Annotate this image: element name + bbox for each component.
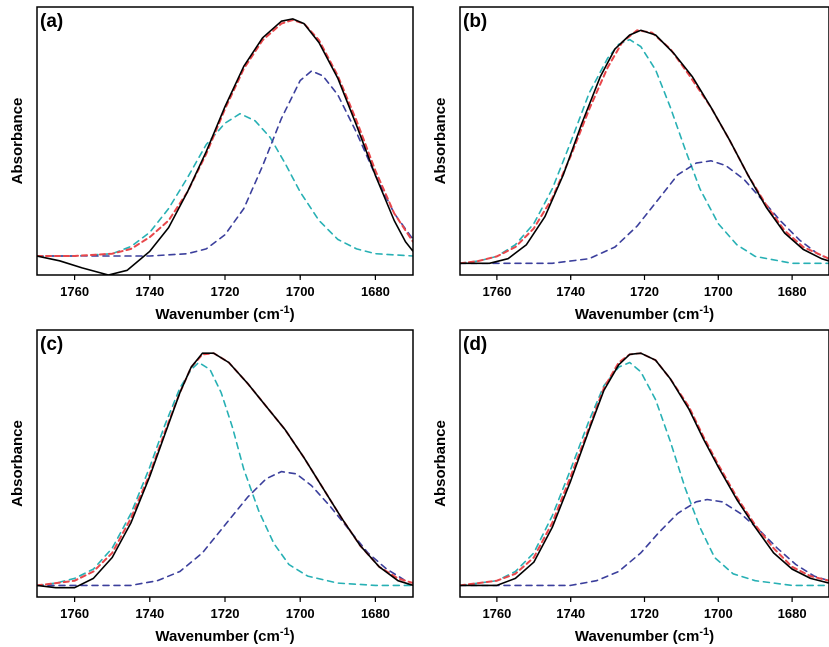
series-group (37, 18, 413, 275)
x-tick-label: 1720 (630, 284, 659, 299)
x-tick-label: 1700 (704, 284, 733, 299)
x-axis-label-close: ) (709, 306, 714, 323)
x-axis-label: Wavenumber (cm-1) (155, 304, 294, 323)
x-axis-label: Wavenumber (cm-1) (575, 626, 714, 645)
x-axis-label-main: Wavenumber (cm (155, 306, 279, 323)
plot-frame (36, 6, 414, 276)
x-axis-label-close: ) (709, 628, 714, 645)
series-group (460, 29, 829, 265)
x-axis-label-superscript: -1 (280, 626, 290, 638)
series-line-fit (37, 19, 413, 257)
panel-label: (c) (40, 334, 63, 355)
x-tick-label: 1740 (556, 284, 585, 299)
panel-label: (b) (463, 11, 487, 32)
x-tick-label: 1680 (361, 284, 390, 299)
x-tick-label: 1680 (778, 606, 807, 621)
series-line-component-navy (37, 70, 413, 257)
series-line-fit (460, 352, 829, 587)
series-line-component-teal (37, 361, 413, 587)
y-axis-label: Absorbance (432, 420, 449, 507)
series-group (37, 352, 413, 589)
series-line-component-navy (37, 470, 413, 587)
x-axis-label-superscript: -1 (699, 626, 709, 638)
x-tick-label: 1740 (135, 606, 164, 621)
y-axis-label: Absorbance (9, 98, 26, 185)
x-tick-label: 1720 (211, 284, 240, 299)
series-line-measured (37, 352, 413, 589)
series-line-component-teal (460, 38, 829, 265)
panel-label: (a) (40, 11, 63, 32)
x-axis-label-close: ) (290, 628, 295, 645)
x-axis-label-main: Wavenumber (cm (575, 628, 699, 645)
x-tick-label: 1760 (482, 284, 511, 299)
plot-frame (459, 329, 829, 598)
series-line-component-navy (460, 160, 829, 265)
series-line-component-teal (37, 112, 413, 257)
series-line-measured (460, 352, 829, 587)
panel-c: 1760 1740 1720 1700 1680 (c) Absorbance Wavenum… (9, 329, 414, 645)
x-axis-label-main: Wavenumber (cm (575, 306, 699, 323)
x-axis-label-superscript: -1 (280, 304, 290, 316)
x-tick-label: 1720 (630, 606, 659, 621)
plot-frame (459, 6, 829, 276)
panel-b: 1760 1740 1720 1700 1680 (b) Absorbance Wavenum… (432, 6, 829, 323)
x-tick-label: 1760 (482, 606, 511, 621)
x-tick-label: 1700 (286, 284, 315, 299)
series-line-fit (37, 352, 413, 587)
x-axis-label: Wavenumber (cm-1) (575, 304, 714, 323)
y-axis-label: Absorbance (9, 420, 26, 507)
x-tick-label: 1760 (60, 606, 89, 621)
series-line-component-teal (460, 361, 829, 587)
series-line-measured (37, 18, 413, 275)
series-line-measured (460, 29, 829, 265)
x-axis-label-main: Wavenumber (cm (155, 628, 279, 645)
x-tick-label: 1680 (778, 284, 807, 299)
series-line-fit (460, 29, 829, 265)
x-tick-label: 1740 (556, 606, 585, 621)
x-tick-label: 1680 (361, 606, 390, 621)
panel-d: 1760 1740 1720 1700 1680 (d) Absorbance Wavenum… (432, 329, 829, 645)
x-tick-label: 1740 (135, 284, 164, 299)
x-tick-label: 1700 (286, 606, 315, 621)
y-axis-label: Absorbance (432, 98, 449, 185)
series-group (460, 352, 829, 587)
x-axis-label-close: ) (290, 306, 295, 323)
x-tick-label: 1700 (704, 606, 733, 621)
panel-label: (d) (463, 334, 487, 355)
x-axis-label: Wavenumber (cm-1) (155, 626, 294, 645)
series-line-component-navy (460, 498, 829, 587)
x-tick-label: 1760 (60, 284, 89, 299)
panel-a: 1760 1740 1720 1700 1680 (a) Absorbance Wavenum… (9, 6, 414, 323)
x-axis-label-superscript: -1 (699, 304, 709, 316)
x-tick-label: 1720 (211, 606, 240, 621)
plot-frame (36, 329, 414, 598)
